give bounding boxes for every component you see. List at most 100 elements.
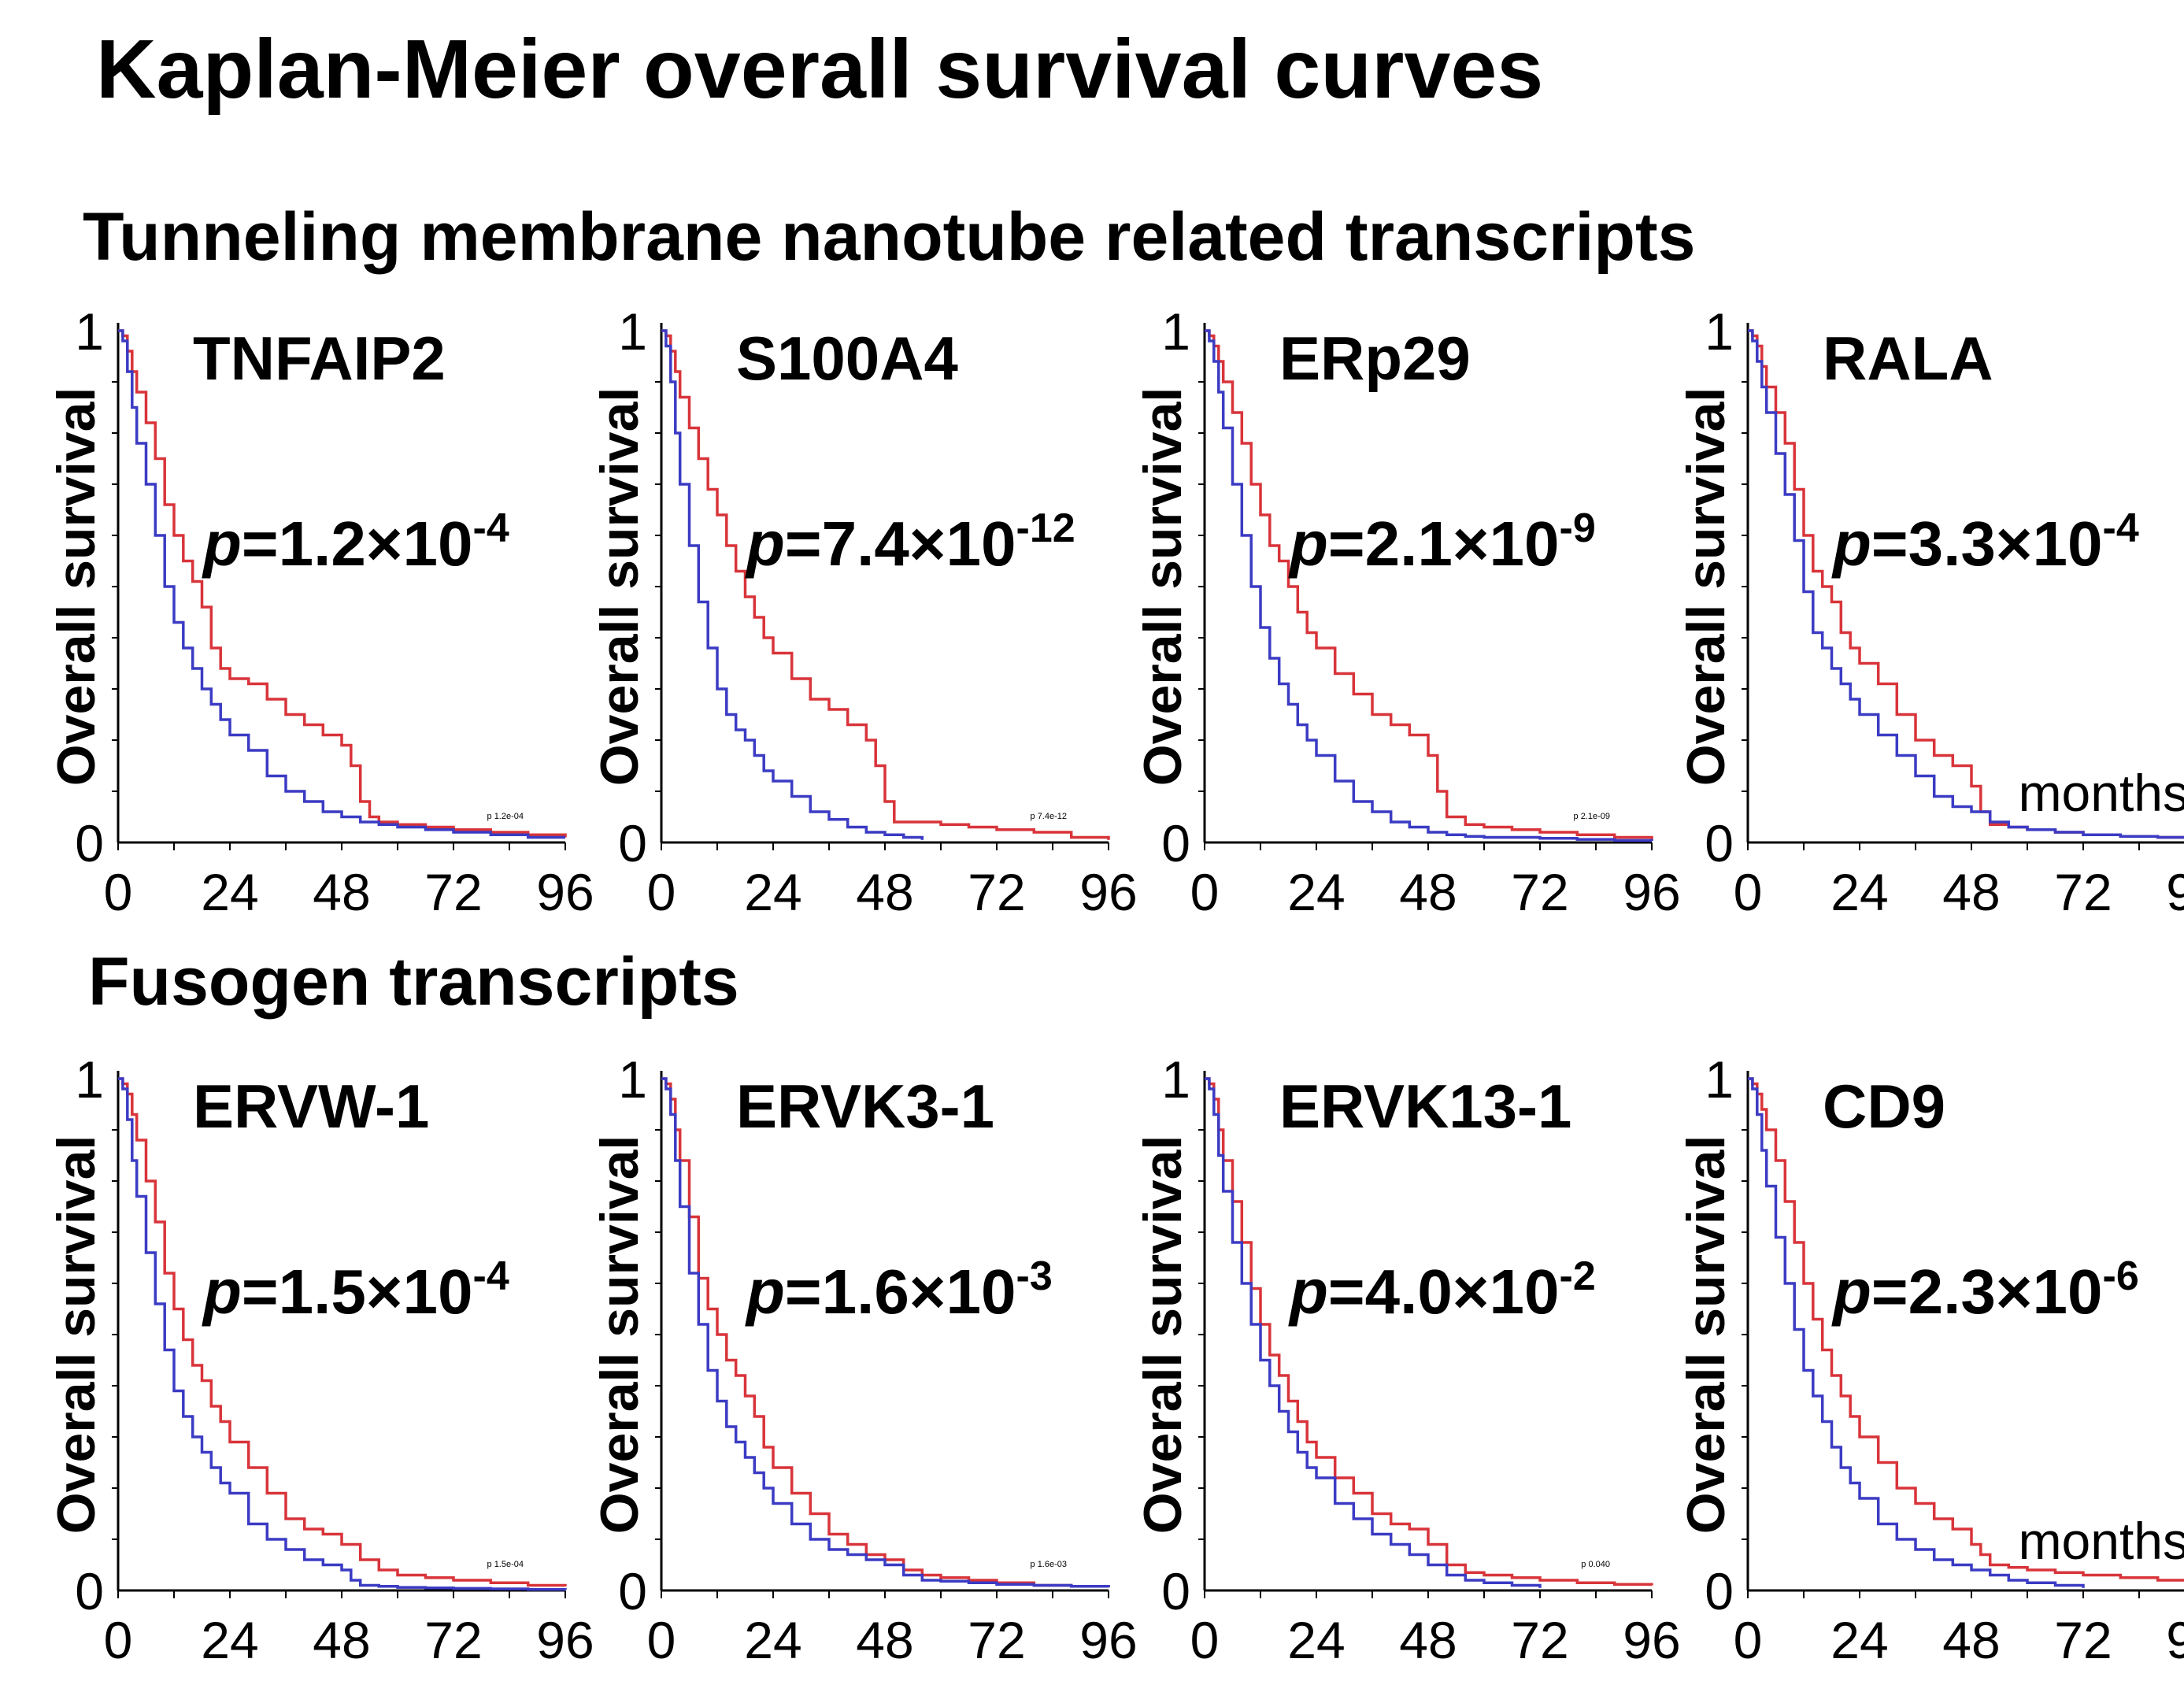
x-tick-label: 48 [1942, 863, 2000, 921]
km-chart: 0 1 0 24 48 72 96 Overall survival ERVK13-1 p=4.0… [1133, 1050, 1681, 1669]
y-axis-label: Overall survival [1133, 1135, 1193, 1535]
x-tick-label: 72 [1511, 1611, 1568, 1669]
y-tick-label: 1 [75, 302, 104, 361]
y-tick-label: 0 [1161, 814, 1190, 872]
p-value: p=2.3×10-6 [1831, 1253, 2139, 1327]
survival-curve-high [1205, 329, 1653, 840]
x-tick-label: 48 [856, 863, 913, 921]
km-chart: 0 1 0 24 48 72 96 Overall survival RALA p=3.3×10-… [1676, 302, 2184, 921]
x-tick-label: 48 [1399, 1611, 1457, 1669]
y-tick-label: 0 [1161, 1562, 1190, 1620]
x-tick-label: 48 [313, 1611, 370, 1669]
y-axis-label: Overall survival [1676, 387, 1736, 787]
survival-curve-high [1748, 329, 2184, 839]
km-panel-rala: 0 1 0 24 48 72 96 Overall survival RALA p=3.3×10-… [1630, 268, 2184, 921]
km-chart: 0 1 0 24 48 72 96 Overall survival TNFAIP2 p=1.2×… [46, 302, 594, 921]
km-panel-erp29: 0 1 0 24 48 72 96 Overall survival ERp29 p=2.1×10… [1086, 268, 1681, 921]
survival-curve-low [1748, 1077, 2085, 1588]
p-value: p=4.0×10-2 [1288, 1253, 1596, 1327]
x-tick-label: 0 [647, 863, 676, 921]
x-tick-label: 72 [1511, 863, 1568, 921]
y-axis-label: Overall survival [46, 387, 106, 787]
x-tick-label: 48 [1399, 863, 1457, 921]
km-panel-s100a4: 0 1 0 24 48 72 96 Overall survival S100A4 p=7.4×1… [543, 268, 1138, 921]
y-tick-label: 1 [75, 1050, 104, 1109]
survival-curve-high [661, 329, 1110, 840]
x-tick-label: 24 [744, 1611, 801, 1669]
x-tick-label: 72 [424, 1611, 482, 1669]
x-tick-label: 24 [1830, 1611, 1888, 1669]
y-axis-label: Overall survival [46, 1135, 106, 1535]
km-panel-ervk13-1: 0 1 0 24 48 72 96 Overall survival ERVK13-1 p=4.0… [1086, 1016, 1681, 1669]
gene-label: S100A4 [736, 324, 958, 393]
km-chart: 0 1 0 24 48 72 96 Overall survival ERVK3-1 p=1.6×… [590, 1050, 1138, 1669]
survival-curve-low [1748, 329, 2184, 839]
p-value: p=3.3×10-4 [1831, 505, 2139, 579]
section-title-fusogen: Fusogen transcripts [88, 944, 739, 1020]
small-p-note: p 1.2e-04 [487, 812, 524, 821]
y-tick-label: 0 [75, 814, 104, 872]
km-chart: 0 1 0 24 48 72 96 Overall survival ERp29 p=2.1×10… [1133, 302, 1681, 921]
y-tick-label: 1 [618, 302, 647, 361]
x-tick-label: 48 [1942, 1611, 2000, 1669]
survival-curve-high [118, 1077, 567, 1587]
survival-curve-high [1205, 1077, 1653, 1586]
p-value: p=2.1×10-9 [1288, 505, 1596, 579]
x-tick-label: 96 [1079, 1611, 1137, 1669]
km-panel-ervw-1: 0 1 0 24 48 72 96 Overall survival ERVW-1 p=1.5×1… [0, 1016, 594, 1669]
y-axis-label: Overall survival [1133, 387, 1193, 787]
x-tick-label: 24 [201, 1611, 258, 1669]
small-p-note: p 1.5e-04 [487, 1560, 524, 1569]
survival-curve-high [661, 1077, 1110, 1588]
x-tick-label: 96 [2166, 863, 2184, 921]
gene-label: CD9 [1823, 1072, 1945, 1141]
survival-curve-low [661, 1077, 1110, 1588]
x-tick-label: 0 [1190, 863, 1220, 921]
x-tick-label: 72 [968, 1611, 1025, 1669]
x-tick-label: 0 [1734, 863, 1763, 921]
p-value: p=7.4×10-12 [745, 505, 1075, 579]
small-p-note: p 1.6e-03 [1031, 1560, 1067, 1569]
x-tick-label: 72 [424, 863, 482, 921]
gene-label: ERVK13-1 [1279, 1072, 1571, 1141]
km-panel-ervk3-1: 0 1 0 24 48 72 96 Overall survival ERVK3-1 p=1.6×… [543, 1016, 1138, 1669]
survival-curve-low [661, 329, 924, 840]
x-tick-label: 24 [744, 863, 801, 921]
y-tick-label: 1 [1161, 1050, 1190, 1109]
survival-curve-low [118, 1077, 567, 1591]
y-tick-label: 0 [1705, 1562, 1734, 1620]
small-p-note: p 0.040 [1581, 1560, 1610, 1569]
x-axis-label: months [2019, 764, 2184, 822]
x-axis-label: months [2019, 1512, 2184, 1570]
y-tick-label: 0 [618, 1562, 647, 1620]
x-tick-label: 96 [2166, 1611, 2184, 1669]
p-value: p=1.2×10-4 [202, 505, 509, 579]
x-tick-label: 48 [856, 1611, 913, 1669]
p-value: p=1.6×10-3 [745, 1253, 1053, 1327]
x-tick-label: 24 [1287, 1611, 1345, 1669]
small-p-note: p 2.1e-09 [1574, 812, 1610, 821]
y-tick-label: 1 [1705, 1050, 1734, 1109]
gene-label: ERp29 [1279, 324, 1471, 393]
y-tick-label: 0 [75, 1562, 104, 1620]
x-tick-label: 0 [1734, 1611, 1763, 1669]
gene-label: TNFAIP2 [193, 324, 446, 393]
gene-label: RALA [1823, 324, 1993, 393]
y-tick-label: 1 [1705, 302, 1734, 361]
km-panel-tnfaip2: 0 1 0 24 48 72 96 Overall survival TNFAIP2 p=1.2×… [0, 268, 594, 921]
x-tick-label: 0 [1190, 1611, 1220, 1669]
y-tick-label: 0 [618, 814, 647, 872]
y-axis-label: Overall survival [590, 1135, 650, 1535]
survival-curve-low [1205, 1077, 1542, 1588]
y-axis-label: Overall survival [1676, 1135, 1736, 1535]
x-tick-label: 24 [1287, 863, 1345, 921]
x-tick-label: 72 [968, 863, 1025, 921]
survival-curve-low [118, 329, 565, 839]
x-tick-label: 24 [201, 863, 258, 921]
y-tick-label: 0 [1705, 814, 1734, 872]
x-tick-label: 48 [313, 863, 370, 921]
x-tick-label: 72 [2054, 863, 2112, 921]
survival-curve-high [1748, 1077, 2184, 1582]
x-tick-label: 0 [647, 1611, 676, 1669]
x-tick-label: 0 [104, 1611, 133, 1669]
